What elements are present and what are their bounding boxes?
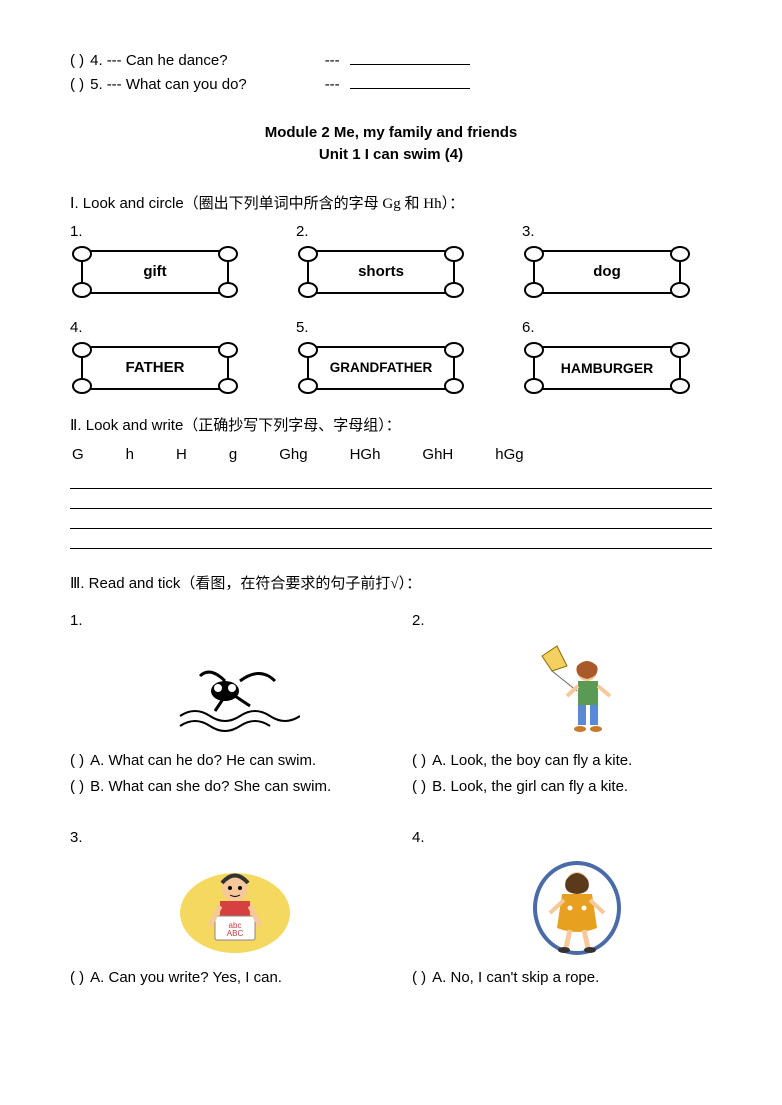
word: gift [143, 261, 166, 283]
scroll-box: HAMBURGER [522, 341, 692, 395]
item-num: 4. [70, 317, 260, 339]
question-2: 2. ( ) A. Look, the boy can fly a kite. … [412, 610, 712, 797]
choice-a: ( ) A. Can you write? Yes, I can. [70, 967, 370, 989]
item-num: 5. [296, 317, 486, 339]
qnum: 4. [412, 827, 712, 849]
qnum: 4. [90, 50, 103, 72]
scroll-cell: 5. GRANDFATHER [296, 317, 486, 395]
choice-a: ( ) A. Look, the boy can fly a kite. [412, 750, 712, 772]
qnum: 3. [70, 827, 370, 849]
answer-blank[interactable] [350, 51, 470, 65]
choice-text: A. No, I can't skip a rope. [432, 967, 599, 989]
scroll-box: FATHER [70, 341, 240, 395]
section-3-heading: Ⅲ. Read and tick（看图，在符合要求的句子前打√）： [70, 573, 712, 596]
item-num: 3. [522, 221, 712, 243]
section-1-heading: Ⅰ. Look and circle（圈出下列单词中所含的字母 Gg 和 Hh）… [70, 193, 712, 216]
paren[interactable]: ( ) [412, 776, 426, 798]
qnum: 1. [70, 610, 370, 632]
qnum: 5. [90, 74, 103, 96]
letter: Ghg [279, 444, 307, 466]
word: dog [593, 261, 621, 283]
choice-text: A. What can he do? He can swim. [90, 750, 316, 772]
section-2-heading: Ⅱ. Look and write（正确抄写下列字母、字母组）： [70, 415, 712, 438]
letter: HGh [350, 444, 381, 466]
scroll-box: dog [522, 245, 692, 299]
scroll-row-1: 1. gift 2. shorts 3. dog [70, 221, 712, 299]
choice-text: A. Can you write? Yes, I can. [90, 967, 282, 989]
paren[interactable]: ( ) [412, 750, 426, 772]
letters-row: G h H g Ghg HGh GhH hGg [72, 444, 712, 466]
head-en: . Look and write [77, 417, 183, 434]
item-num: 2. [296, 221, 486, 243]
word: shorts [358, 261, 404, 283]
answer-blank[interactable] [350, 75, 470, 89]
scroll-row-2: 4. FATHER 5. GRANDFATHER 6. HAMBURGER [70, 317, 712, 395]
swimmer-icon [100, 636, 370, 746]
head-en: . Look and circle [74, 195, 183, 212]
word: GRANDFATHER [330, 358, 433, 378]
word: FATHER [126, 357, 185, 379]
letter: h [126, 444, 134, 466]
head-en: . Read and tick [80, 575, 180, 592]
choice-b: ( ) B. Look, the girl can fly a kite. [412, 776, 712, 798]
scroll-cell: 2. shorts [296, 221, 486, 299]
head-cn: （圈出下列单词中所含的字母 Gg 和 Hh）： [184, 196, 464, 212]
writing-line[interactable] [70, 511, 712, 529]
scroll-cell: 3. dog [522, 221, 712, 299]
title-line1: Module 2 Me, my family and friends [70, 122, 712, 145]
scroll-box: shorts [296, 245, 466, 299]
scroll-box: gift [70, 245, 240, 299]
letter: hGg [495, 444, 523, 466]
module-title: Module 2 Me, my family and friends Unit … [70, 122, 712, 167]
choice-a: ( ) A. What can he do? He can swim. [70, 750, 370, 772]
paren[interactable]: ( ) [70, 750, 84, 772]
writing-line[interactable] [70, 531, 712, 549]
head-cn: （正确抄写下列字母、字母组）： [183, 418, 401, 434]
question-3: 3. abcABC ( ) A. Can you write? Yes, I c… [70, 827, 370, 989]
scroll-cell: 1. gift [70, 221, 260, 299]
scroll-cell: 6. HAMBURGER [522, 317, 712, 395]
writing-line[interactable] [70, 471, 712, 489]
letter: GhH [422, 444, 453, 466]
choice-a: ( ) A. No, I can't skip a rope. [412, 967, 712, 989]
boy-writing-icon: abcABC [100, 853, 370, 963]
head-cn: （看图，在符合要求的句子前打√）： [180, 576, 421, 592]
kite-girl-icon [442, 636, 712, 746]
item-num: 1. [70, 221, 260, 243]
svg-text:ABC: ABC [227, 929, 244, 938]
dash: --- [325, 50, 340, 72]
item-num: 6. [522, 317, 712, 339]
dash: --- [325, 74, 340, 96]
qtext: --- What can you do? [107, 74, 317, 96]
choice-text: B. What can she do? She can swim. [90, 776, 331, 798]
choice-text: B. Look, the girl can fly a kite. [432, 776, 628, 798]
question-row-1: 1. ( ) A. What can he do? He can swim. (… [70, 610, 712, 797]
choice-text: A. Look, the boy can fly a kite. [432, 750, 632, 772]
qnum: 2. [412, 610, 712, 632]
paren: ( ) [70, 50, 84, 72]
question-5-line: ( ) 5. --- What can you do? --- [70, 74, 712, 96]
letter: g [229, 444, 237, 466]
letter: H [176, 444, 187, 466]
question-4: 4. ( ) A. No, I can't skip a rope. [412, 827, 712, 989]
paren: ( ) [70, 74, 84, 96]
paren[interactable]: ( ) [70, 967, 84, 989]
question-row-2: 3. abcABC ( ) A. Can you write? Yes, I c… [70, 827, 712, 989]
choice-b: ( ) B. What can she do? She can swim. [70, 776, 370, 798]
paren[interactable]: ( ) [70, 776, 84, 798]
scroll-cell: 4. FATHER [70, 317, 260, 395]
writing-line[interactable] [70, 491, 712, 509]
word: HAMBURGER [561, 358, 654, 378]
scroll-box: GRANDFATHER [296, 341, 466, 395]
letter: G [72, 444, 84, 466]
qtext: --- Can he dance? [107, 50, 317, 72]
paren[interactable]: ( ) [412, 967, 426, 989]
question-1: 1. ( ) A. What can he do? He can swim. (… [70, 610, 370, 797]
question-4-line: ( ) 4. --- Can he dance? --- [70, 50, 712, 72]
roman: Ⅲ [70, 575, 80, 592]
girl-skipping-icon [442, 853, 712, 963]
title-line2: Unit 1 I can swim (4) [70, 144, 712, 167]
